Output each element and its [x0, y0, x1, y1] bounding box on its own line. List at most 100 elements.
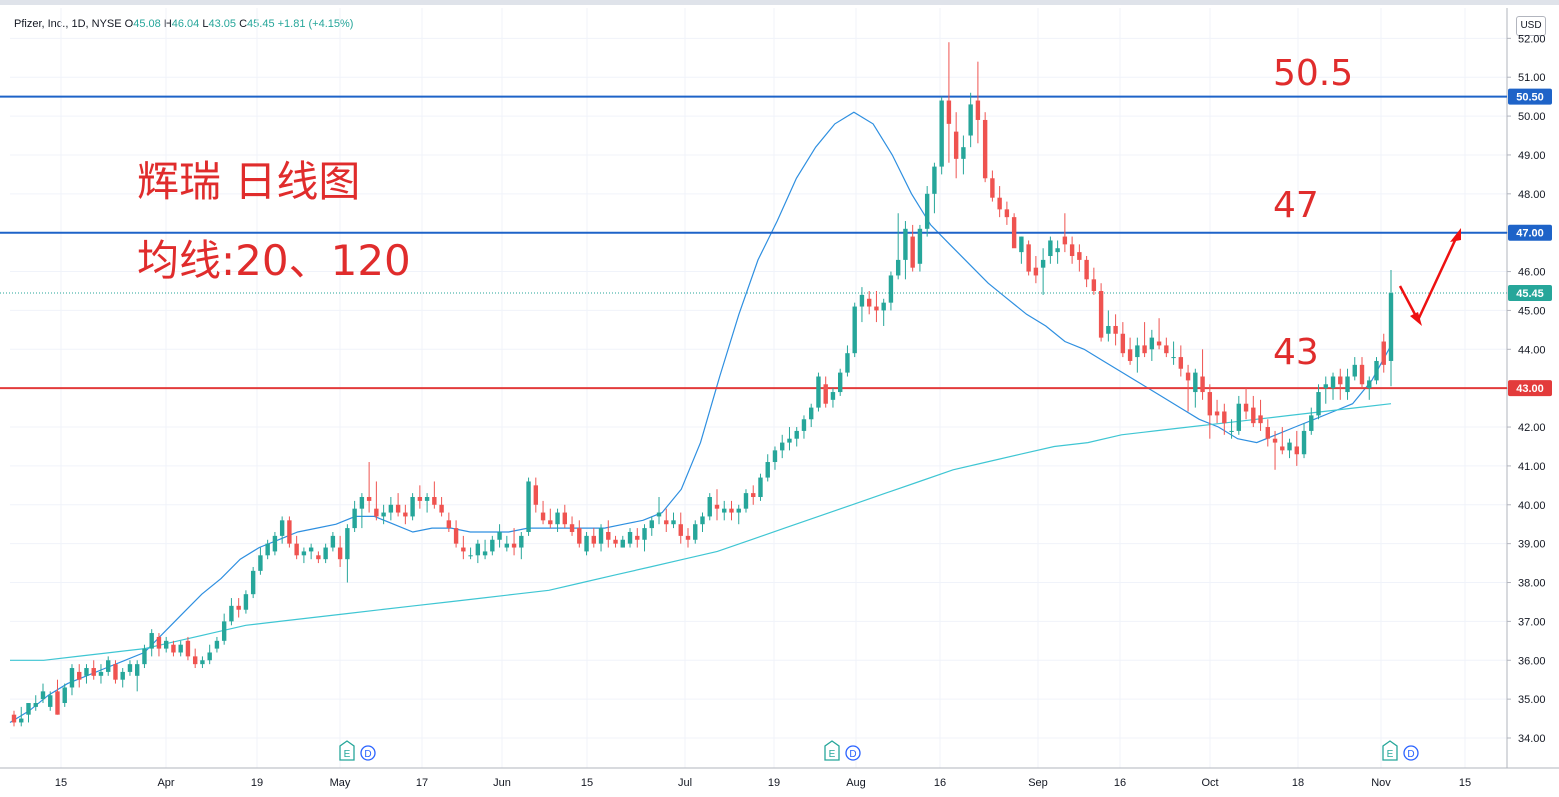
candle-body [533, 485, 539, 505]
candle-body [1287, 442, 1292, 451]
candle-body [1388, 292, 1394, 361]
candle-body [780, 442, 785, 451]
arrow-annotation [1398, 228, 1461, 326]
candle-body [243, 594, 249, 610]
price-tick-label: 44.00 [1518, 344, 1546, 356]
candle [772, 446, 778, 470]
annotation-ma-note: 均线:20、120 [137, 236, 411, 285]
candle-body [1381, 341, 1386, 365]
annotation-level-50: 50.5 [1273, 53, 1353, 94]
candle-body [1316, 392, 1321, 416]
candle-body [1048, 240, 1053, 257]
candle [707, 493, 712, 521]
candle [1127, 337, 1133, 365]
candle-body [809, 407, 814, 420]
candle [577, 520, 582, 548]
candle-body [953, 131, 959, 159]
candle [765, 454, 770, 482]
candle [1381, 333, 1386, 373]
candle [33, 695, 38, 711]
candle-body [1062, 236, 1068, 245]
candle [606, 520, 611, 548]
candle-body [1033, 267, 1039, 276]
candle [888, 271, 894, 311]
candle-body [606, 531, 611, 540]
close-value: 45.45 [247, 18, 275, 30]
candle-body [1330, 376, 1336, 389]
candle [1135, 337, 1140, 373]
candle [91, 660, 96, 680]
candle-body [845, 353, 850, 373]
candle [1359, 357, 1365, 389]
candle [1055, 240, 1060, 264]
price-tick-label: 45.00 [1518, 305, 1546, 317]
candle [1048, 236, 1053, 264]
candle-body [751, 493, 756, 498]
candle [504, 535, 510, 552]
change-value: +1.81 (+4.15%) [277, 18, 354, 30]
candle-body [323, 547, 328, 560]
candle [598, 524, 604, 552]
candle [352, 500, 357, 532]
candle [258, 547, 263, 575]
candle-body [1149, 337, 1155, 350]
candle [511, 528, 517, 556]
candle [1069, 236, 1075, 264]
candle [961, 135, 966, 175]
last-price-tag [1508, 284, 1552, 301]
candle-body [1301, 430, 1307, 455]
candle-body [1367, 380, 1372, 389]
candle [345, 524, 350, 583]
candle-body [200, 660, 205, 665]
candle [838, 368, 843, 396]
candle [990, 170, 995, 202]
candle-body [591, 535, 596, 544]
top-border [0, 0, 1559, 5]
candle-body [1040, 259, 1046, 268]
arrow-dip-head [1410, 312, 1422, 326]
currency-button[interactable]: USD [1516, 16, 1546, 36]
candle [395, 493, 401, 517]
annotation-title: 辉瑞 日线图 [137, 157, 360, 206]
candle-body [1214, 411, 1220, 416]
candle [236, 598, 241, 618]
candle [1164, 337, 1169, 358]
candle [69, 664, 75, 696]
candle [490, 535, 495, 556]
candle [301, 547, 307, 564]
candle-body [265, 543, 270, 556]
candle-body [982, 119, 988, 179]
candle-body [772, 450, 778, 463]
earnings-marker-label: E [344, 749, 351, 760]
candle [533, 477, 539, 513]
candle-body [1156, 341, 1162, 346]
candle [569, 516, 575, 536]
time-tick-label: 15 [1459, 777, 1471, 789]
candle-body [482, 551, 488, 556]
high-label: H [163, 18, 172, 30]
candle-body [77, 671, 82, 680]
candle [55, 679, 60, 715]
earnings-marker-icon [824, 740, 840, 761]
candle [48, 691, 53, 711]
candle-body [685, 535, 691, 540]
candle-body [1207, 392, 1213, 416]
candle-body [410, 497, 415, 517]
level-price-tag [1508, 380, 1552, 397]
candle-body [874, 306, 879, 311]
level-price-tag [1508, 224, 1552, 241]
candle [830, 388, 836, 408]
candle [924, 186, 930, 237]
candle-body [656, 512, 662, 517]
candle [1106, 310, 1111, 342]
candle [1367, 376, 1372, 400]
candle-body [26, 703, 31, 715]
candle [555, 508, 560, 532]
candle-body [664, 520, 669, 525]
candle [562, 504, 567, 529]
candle-body [714, 504, 720, 509]
candle-body [1011, 217, 1017, 249]
candle-body [888, 275, 894, 303]
candle-body [1323, 384, 1328, 389]
